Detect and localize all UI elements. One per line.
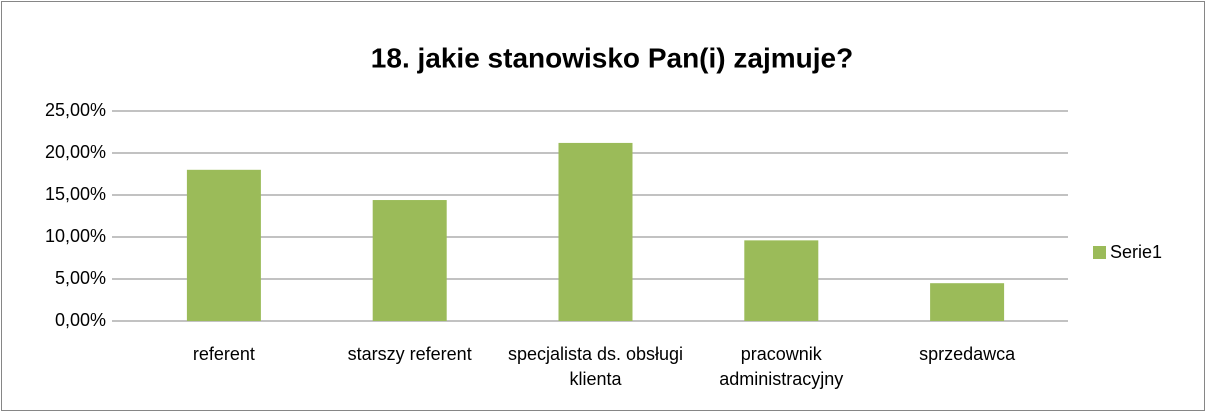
bar [930, 283, 1005, 321]
bar [558, 142, 633, 321]
x-tick-label: pracownik administracyjny [719, 344, 844, 389]
x-tick-label: specjalista ds. obsługi klienta [507, 344, 684, 389]
y-tick-label: 10,00% [45, 226, 106, 246]
y-tick-label: 5,00% [55, 268, 106, 288]
y-tick-label: 25,00% [45, 100, 106, 120]
x-tick-label: sprzedawca [919, 344, 1016, 364]
y-tick-label: 20,00% [45, 142, 106, 162]
x-tick-label: starszy referent [347, 344, 472, 364]
bar [372, 200, 447, 321]
legend-label: Serie1 [1110, 242, 1162, 262]
legend-swatch [1093, 246, 1106, 259]
y-tick-label: 15,00% [45, 184, 106, 204]
x-tick-label: referent [192, 344, 255, 364]
y-tick-label: 0,00% [55, 310, 106, 330]
bar [186, 169, 261, 321]
chart-title: 18. jakie stanowisko Pan(i) zajmuje? [371, 42, 853, 73]
bar [744, 240, 819, 321]
